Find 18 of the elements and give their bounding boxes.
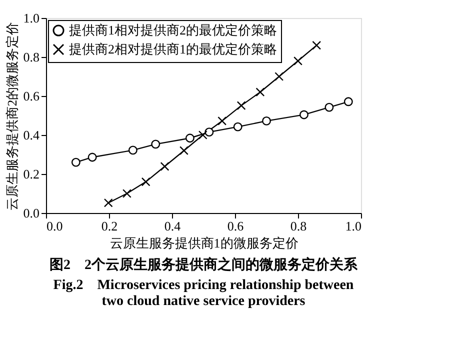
- y-axis-title: 云原生服务提供商2的微服务定价: [4, 22, 20, 210]
- x-tick-label: 0.4: [164, 218, 182, 234]
- x-tick-label: 1.0: [345, 218, 362, 234]
- y-tick-label: 0.4: [23, 128, 40, 142]
- y-tick-label: 1.0: [23, 10, 40, 26]
- text: Fig.2 Microservices pricing relationship between two cloud native service providers: [53, 278, 354, 309]
- y-tick-label: 0.8: [23, 50, 40, 64]
- x-tick-label: 0.6: [227, 218, 244, 234]
- legend-label: 提供商1相对提供商2的最优定价策略: [69, 22, 277, 38]
- x-axis-title: 云原生服务提供商1的微服务定价: [110, 236, 298, 250]
- x-tick-label: 0.0: [46, 218, 63, 234]
- x-tick-label: 0.8: [290, 218, 307, 234]
- y-tick-label: 0.2: [23, 166, 40, 182]
- legend-label: 提供商2相对提供商1的最优定价策略: [69, 42, 277, 56]
- y-tick-label: 0.0: [23, 206, 40, 220]
- x-tick-label: 0.2: [101, 218, 118, 234]
- text: 图2 2个云原生服务提供商之间的微服务定价关系: [50, 256, 358, 273]
- y-tick-label: 0.6: [23, 88, 40, 104]
